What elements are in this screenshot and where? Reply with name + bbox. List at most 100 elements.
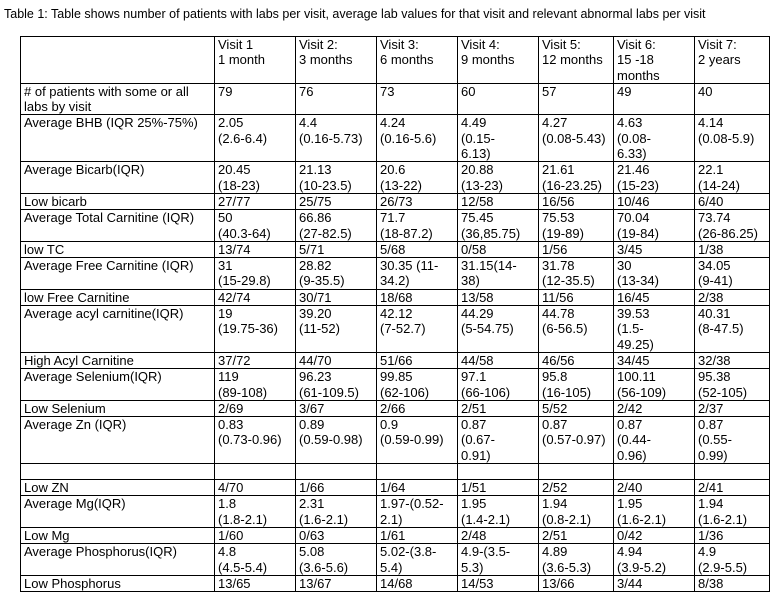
value-cell: 19 (19.75-36) [214,305,296,353]
value-cell: 76 [295,82,377,116]
row-label-cell: Average acyl carnitine(IQR) [20,305,215,353]
value-cell: 5/52 [538,399,614,418]
value-cell: 95.8 (16-105) [538,368,614,401]
value-cell: 34.05 (9-41) [694,257,770,290]
value-cell: 0/58 [457,240,539,259]
value-cell: 10/46 [613,192,695,211]
value-cell: 1.94 (0.8-2.1) [538,495,614,528]
table-row: High Acyl Carnitine 37/72 44/70 51/66 44/58 4… [20,351,770,370]
value-cell: 4.27 (0.08-5.43) [538,114,614,163]
value-cell: 44.78 (6-56.5) [538,305,614,353]
value-cell: 50 (40.3-64) [214,209,296,242]
value-cell: 0.87 (0.67- 0.91) [457,416,539,465]
value-cell: 0.87 (0.57-0.97) [538,416,614,465]
table-row: # of patients with some or all labs by v… [20,82,770,116]
table-row: Low Phosphorus 13/65 13/67 14/68 14/53 13/66 3… [20,574,770,592]
value-cell: 5.02-(3.8- 5.4) [376,543,458,576]
value-cell: Visit 3: 6 months [376,36,458,84]
value-cell: 2/66 [376,399,458,418]
value-cell: 46/56 [538,351,614,370]
value-cell: 5/71 [295,240,377,259]
value-cell: 42/74 [214,288,296,307]
value-cell: 40.31 (8-47.5) [694,305,770,353]
row-label-cell: Low bicarb [20,192,215,211]
value-cell: 2/37 [694,399,770,418]
value-cell: 18/68 [376,288,458,307]
value-cell: 11/56 [538,288,614,307]
table-row: Average BHB (IQR 25%-75%) 2.05 (2.6-6.4) 4… [20,114,770,163]
value-cell: 0.87 (0.44- 0.96) [613,416,695,465]
value-cell: 20.45 (18-23) [214,161,296,194]
value-cell: 2/38 [694,288,770,307]
table-row: low TC 13/74 5/71 5/68 0/58 1/56 3/45 1/38 [20,240,770,259]
value-cell: Visit 1 1 month [214,36,296,84]
value-cell: 1/36 [694,526,770,545]
table-row: Average Total Carnitine (IQR) 50 (40.3-64… [20,209,770,242]
table-row: Low ZN 4/70 1/66 1/64 1/51 2/52 2/40 2/41 [20,479,770,497]
value-cell: 1.95 (1.6-2.1) [613,495,695,528]
value-cell [613,463,695,481]
table-row: Average Bicarb(IQR) 20.45 (18-23) 21.13 (1… [20,161,770,194]
table-row: Low Selenium 2/69 3/67 2/66 2/51 5/52 2/42 2/37 [20,399,770,418]
row-label-cell: Low Selenium [20,399,215,418]
table-row: Low Mg 1/60 0/63 1/61 2/48 2/51 0/42 1/36 [20,526,770,545]
value-cell: Visit 6: 15 -18 months [613,36,695,84]
value-cell: 5.08 (3.6-5.6) [295,543,377,576]
value-cell: 4.8 (4.5-5.4) [214,543,296,576]
lab-table: Visit 1 1 month Visit 2: 3 months Visit 3:… [20,36,770,592]
value-cell: 44/70 [295,351,377,370]
value-cell: 0/42 [613,526,695,545]
value-cell: 37/72 [214,351,296,370]
value-cell: 97.1 (66-106) [457,368,539,401]
value-cell: 31.78 (12-35.5) [538,257,614,290]
value-cell: Visit 5: 12 months [538,36,614,84]
value-cell: 3/45 [613,240,695,259]
value-cell [457,463,539,481]
value-cell: 2.05 (2.6-6.4) [214,114,296,163]
value-cell: 30 (13-34) [613,257,695,290]
value-cell: 1.94 (1.6-2.1) [694,495,770,528]
value-cell: 2/41 [694,479,770,497]
value-cell: 70.04 (19-84) [613,209,695,242]
table-row: Average acyl carnitine(IQR) 19 (19.75-36)… [20,305,770,353]
value-cell: 28.82 (9-35.5) [295,257,377,290]
value-cell: 0.87 (0.55- 0.99) [694,416,770,465]
value-cell: 3/67 [295,399,377,418]
value-cell: 4.9-(3.5- 5.3) [457,543,539,576]
value-cell [295,463,377,481]
value-cell: 30.35 (11- 34.2) [376,257,458,290]
value-cell: 6/40 [694,192,770,211]
row-label-cell: Low Phosphorus [20,574,215,592]
value-cell: 4/70 [214,479,296,497]
value-cell: 57 [538,82,614,116]
value-cell: 13/67 [295,574,377,592]
value-cell: 2/40 [613,479,695,497]
table-row: Low bicarb 27/77 25/75 26/73 12/58 16/56 10/46… [20,192,770,211]
row-label-cell: Average Phosphorus(IQR) [20,543,215,576]
value-cell: 4.4 (0.16-5.73) [295,114,377,163]
value-cell: 40 [694,82,770,116]
value-cell: 44.29 (5-54.75) [457,305,539,353]
header-row: Visit 1 1 month Visit 2: 3 months Visit 3:… [20,36,770,84]
value-cell: 16/56 [538,192,614,211]
value-cell: 73.74 (26-86.25) [694,209,770,242]
value-cell: 13/65 [214,574,296,592]
value-cell: 0.83 (0.73-0.96) [214,416,296,465]
value-cell: 3/44 [613,574,695,592]
row-label-cell: Average Free Carnitine (IQR) [20,257,215,290]
value-cell: 100.11 (56-109) [613,368,695,401]
value-cell: 75.45 (36,85.75) [457,209,539,242]
value-cell: 1/38 [694,240,770,259]
row-label-cell: low TC [20,240,215,259]
value-cell: 2/52 [538,479,614,497]
value-cell: 119 (89-108) [214,368,296,401]
value-cell: 99.85 (62-106) [376,368,458,401]
value-cell: 75.53 (19-89) [538,209,614,242]
value-cell: 1/56 [538,240,614,259]
value-cell: 5/68 [376,240,458,259]
value-cell: 20.88 (13-23) [457,161,539,194]
row-label-cell [20,36,215,84]
value-cell: 96.23 (61-109.5) [295,368,377,401]
value-cell: 13/74 [214,240,296,259]
value-cell: 66.86 (27-82.5) [295,209,377,242]
